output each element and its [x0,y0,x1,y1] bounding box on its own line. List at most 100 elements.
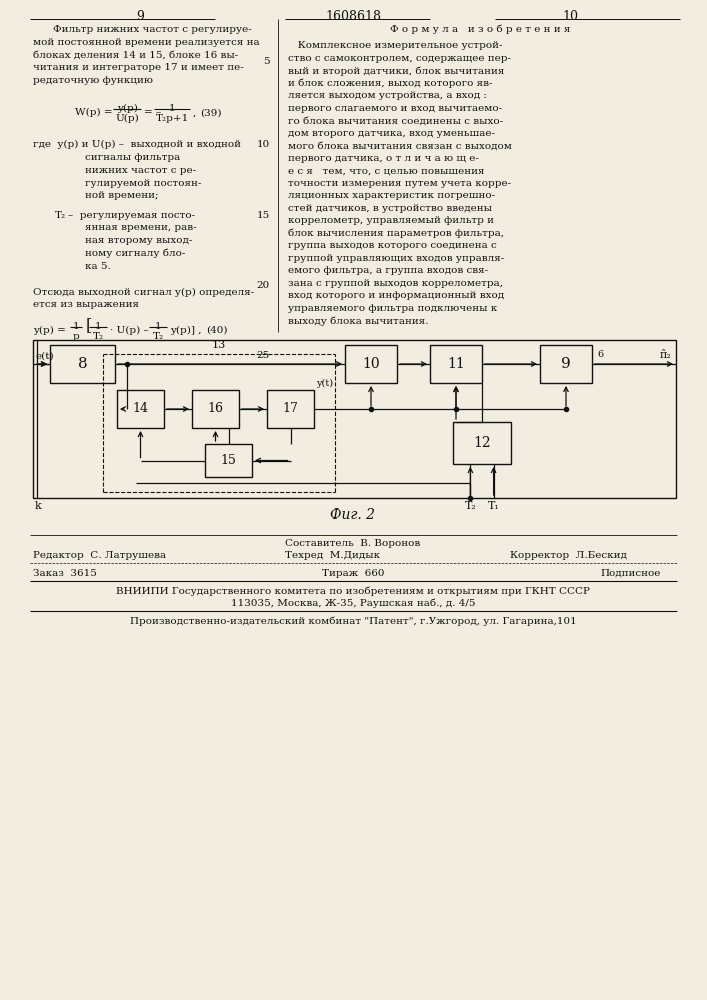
Bar [430,345,482,383]
Text: и блок сложения, выход которого яв-: и блок сложения, выход которого яв- [288,79,493,88]
Text: Производственно-издательский комбинат "Патент", г.Ужгород, ул. Гагарина,101: Производственно-издательский комбинат "П… [129,617,576,626]
Text: ляционных характеристик погрешно-: ляционных характеристик погрешно- [288,191,495,200]
Text: U(p): U(p) [115,114,139,123]
Text: Комплексное измерительное устрой-: Комплексное измерительное устрой- [288,41,503,50]
Text: вход которого и информационный вход: вход которого и информационный вход [288,291,504,300]
Bar [267,390,314,428]
Text: 1: 1 [169,104,175,113]
Text: 9: 9 [561,357,571,371]
Text: го блока вычитания соединены с выхо-: го блока вычитания соединены с выхо- [288,116,503,125]
Text: ная второму выход-: ная второму выход- [85,236,192,245]
Text: –  регулируемая посто-: – регулируемая посто- [68,211,195,220]
Text: ляется выходом устройства, а вход :: ляется выходом устройства, а вход : [288,91,487,100]
Text: группой управляющих входов управля-: группой управляющих входов управля- [288,254,504,263]
Text: T₁: T₁ [488,501,499,511]
Text: гулируемой постоян-: гулируемой постоян- [85,179,201,188]
Text: 1: 1 [73,322,79,331]
Text: первого слагаемого и вход вычитаемо-: первого слагаемого и вход вычитаемо- [288,104,502,113]
Text: точности измерения путем учета корре-: точности измерения путем учета корре- [288,179,511,188]
Text: п̂₂: п̂₂ [659,350,671,360]
Text: 5: 5 [264,57,270,66]
Text: ется из выражения: ется из выражения [33,300,139,309]
Text: 6: 6 [597,350,603,359]
Text: Тираж  660: Тираж 660 [322,569,384,578]
Text: ка 5.: ка 5. [85,262,111,271]
Text: 10: 10 [562,10,578,23]
Bar [453,422,511,464]
Text: Заказ  3615: Заказ 3615 [33,569,97,578]
Text: Редактор  С. Латрушева: Редактор С. Латрушева [33,551,166,560]
Text: нижних частот с ре-: нижних частот с ре- [85,166,196,175]
Text: где  y(p) и U(p) –  выходной и входной: где y(p) и U(p) – выходной и входной [33,140,241,149]
Text: ство с самоконтролем, содержащее пер-: ство с самоконтролем, содержащее пер- [288,54,511,63]
Text: управляемого фильтра подключены к: управляемого фильтра подключены к [288,304,497,313]
Text: 8: 8 [78,357,87,371]
Text: редаточную функцию: редаточную функцию [33,76,153,85]
Text: дом второго датчика, вход уменьшае-: дом второго датчика, вход уменьшае- [288,129,495,138]
Text: е с я   тем, что, с целью повышения: е с я тем, что, с целью повышения [288,166,484,175]
Text: зана с группой выходов коррелометра,: зана с группой выходов коррелометра, [288,279,503,288]
Text: коррелометр, управляемый фильтр и: коррелометр, управляемый фильтр и [288,216,494,225]
Text: группа выходов которого соединена с: группа выходов которого соединена с [288,241,497,250]
Text: Ф о р м у л а   и з о б р е т е н и я: Ф о р м у л а и з о б р е т е н и я [390,25,570,34]
Text: T₂: T₂ [153,332,163,341]
Text: T₂p+1: T₂p+1 [156,114,189,123]
Bar [50,345,115,383]
Text: мой постоянной времени реализуется на: мой постоянной времени реализуется на [33,38,259,47]
Bar [192,390,239,428]
Bar [540,345,592,383]
Text: 13: 13 [212,340,226,350]
Text: 1608618: 1608618 [325,10,381,23]
Text: вый и второй датчики, блок вычитания: вый и второй датчики, блок вычитания [288,66,504,76]
Text: 12: 12 [473,436,491,450]
Text: · U(p) –: · U(p) – [110,326,148,335]
Text: 15: 15 [257,211,270,220]
Text: 1: 1 [155,322,161,331]
Text: 20: 20 [257,281,270,290]
Text: ной времени;: ной времени; [85,191,158,200]
Text: e(t): e(t) [35,352,54,361]
Text: 10: 10 [362,357,380,371]
Text: емого фильтра, а группа входов свя-: емого фильтра, а группа входов свя- [288,266,488,275]
Text: сигналы фильтра: сигналы фильтра [85,153,180,162]
Text: y(p)] ,: y(p)] , [170,326,201,335]
Text: (40): (40) [206,326,228,335]
Text: 15: 15 [221,454,236,467]
Text: первого датчика, о т л и ч а ю щ е-: первого датчика, о т л и ч а ю щ е- [288,154,479,163]
Text: Составитель  В. Воронов: Составитель В. Воронов [286,539,421,548]
Text: y(p): y(p) [117,104,137,113]
Text: T₂: T₂ [55,211,66,220]
Text: y(t): y(t) [316,379,333,388]
Bar [345,345,397,383]
Text: Техред  М.Дидык: Техред М.Дидык [285,551,380,560]
Text: Фиг. 2: Фиг. 2 [330,508,375,522]
Text: 17: 17 [283,402,298,416]
Text: Отсюда выходной сигнал y(p) определя-: Отсюда выходной сигнал y(p) определя- [33,287,255,297]
Text: 16: 16 [207,402,223,416]
Bar [33,340,676,498]
Text: ВНИИПИ Государственного комитета по изобретениям и открытиям при ГКНТ СССР: ВНИИПИ Государственного комитета по изоб… [116,587,590,596]
Text: 9: 9 [136,10,144,23]
Text: 10: 10 [257,140,270,149]
Text: 113035, Москва, Ж-35, Раушская наб., д. 4/5: 113035, Москва, Ж-35, Раушская наб., д. … [230,599,475,608]
Text: янная времени, рав-: янная времени, рав- [85,223,197,232]
Text: 14: 14 [132,402,148,416]
Text: 11: 11 [447,357,465,371]
Text: Подписное: Подписное [600,569,660,578]
Bar [117,390,164,428]
Text: 1: 1 [95,322,101,331]
Text: мого блока вычитания связан с выходом: мого блока вычитания связан с выходом [288,141,512,150]
Text: 25: 25 [257,351,270,360]
Text: Фильтр нижних частот с регулируе-: Фильтр нижних частот с регулируе- [53,25,252,34]
Text: блок вычисления параметров фильтра,: блок вычисления параметров фильтра, [288,229,504,238]
Text: стей датчиков, в устройство введены: стей датчиков, в устройство введены [288,204,492,213]
Text: k: k [35,501,42,511]
Text: блоках деления 14 и 15, блоке 16 вы-: блоках деления 14 и 15, блоке 16 вы- [33,51,238,60]
Text: y(p) =: y(p) = [33,326,66,335]
Text: [: [ [86,317,93,334]
Text: = –: = – [144,108,161,117]
Text: читания и интеграторе 17 и имеет пе-: читания и интеграторе 17 и имеет пе- [33,63,244,72]
Text: ,: , [193,108,197,117]
Text: ному сигналу бло-: ному сигналу бло- [85,249,185,258]
Text: T₂: T₂ [464,501,477,511]
